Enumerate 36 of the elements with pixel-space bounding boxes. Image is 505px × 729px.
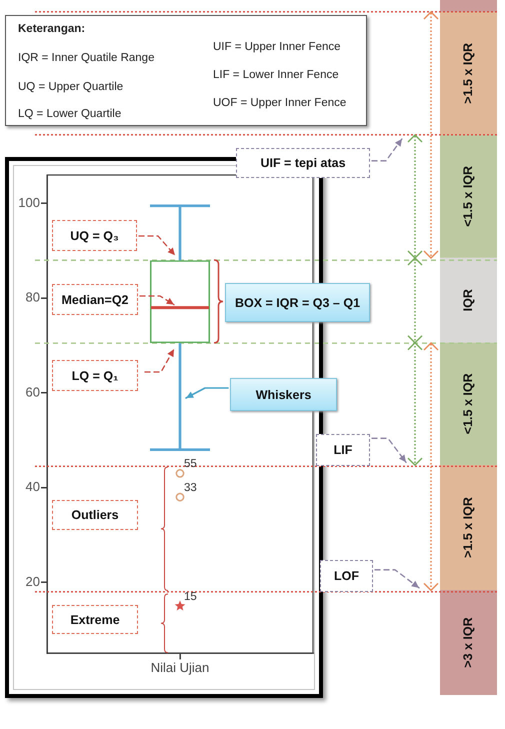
series-label: <1.5 x IQR (460, 166, 475, 227)
x-tick-label: Nilai Ujian (150, 660, 210, 675)
callout-box: LIF (316, 434, 370, 466)
series-label: >1.5 x IQR (460, 42, 475, 104)
bar (440, 0, 497, 12)
ref-line-label: UIF = tepi atas (260, 156, 346, 170)
callout-box: Extreme (52, 605, 138, 634)
bar (440, 134, 497, 258)
callout-box: LOF (320, 560, 373, 592)
callout-box: Outliers (52, 500, 138, 530)
y-tick-label: 80 (26, 290, 40, 305)
bar (440, 464, 497, 590)
y-tick-label: 60 (26, 384, 40, 400)
ref-line-label: LOF (334, 568, 359, 583)
annotation: 55 (184, 458, 197, 470)
series-label: IQR (460, 289, 475, 312)
bar (440, 258, 497, 343)
series-label: >1.5 x IQR (460, 497, 475, 558)
annotation: 15 (184, 591, 197, 604)
callout-box: BOX = IQR = Q3 – Q1 (225, 283, 370, 322)
callout-box: Median=Q2 (52, 284, 138, 315)
bar (440, 590, 497, 695)
series-label: >3 x IQR (460, 617, 475, 668)
note-box: Keterangan: IQR = Inner Quatile Range UQ = Upper Quartile LQ = Lower Quartile UIF = Upper Inner Fence LIF = Lower Inner Fence UOF = Upper Inner Fence (5, 15, 367, 126)
callout-box: UQ = Q₃ (52, 220, 137, 251)
y-tick-label: 20 (26, 574, 40, 589)
callout-box: UIF = tepi atas (236, 148, 370, 178)
series-label: <1.5 x IQR (460, 373, 475, 434)
callout-box: Whiskers (230, 378, 337, 411)
y-tick-label: 40 (26, 479, 40, 494)
bar (440, 342, 497, 465)
y-tick-label: 100 (18, 195, 40, 210)
ref-line-label: LIF (334, 443, 352, 458)
bar (440, 12, 497, 135)
annotation: 33 (184, 482, 197, 494)
callout-box: LQ = Q₁ (52, 360, 138, 391)
